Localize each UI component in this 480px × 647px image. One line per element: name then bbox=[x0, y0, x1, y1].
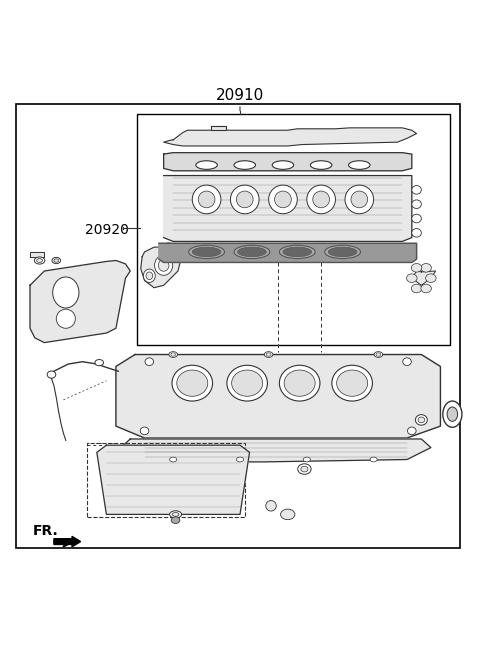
Ellipse shape bbox=[47, 371, 56, 378]
Ellipse shape bbox=[324, 245, 360, 259]
Ellipse shape bbox=[284, 370, 315, 396]
Ellipse shape bbox=[279, 245, 315, 259]
Ellipse shape bbox=[95, 360, 104, 366]
Bar bbox=[87, 443, 245, 517]
Ellipse shape bbox=[408, 427, 416, 435]
Ellipse shape bbox=[407, 274, 417, 283]
Polygon shape bbox=[30, 261, 130, 343]
Text: FR.: FR. bbox=[33, 524, 58, 538]
Ellipse shape bbox=[418, 417, 425, 422]
Ellipse shape bbox=[279, 366, 320, 401]
Ellipse shape bbox=[412, 214, 421, 223]
Ellipse shape bbox=[336, 370, 368, 396]
Ellipse shape bbox=[348, 160, 370, 170]
Ellipse shape bbox=[196, 160, 217, 170]
Ellipse shape bbox=[411, 263, 422, 272]
Ellipse shape bbox=[56, 309, 75, 328]
Ellipse shape bbox=[376, 353, 381, 356]
Polygon shape bbox=[164, 128, 417, 146]
Ellipse shape bbox=[172, 512, 179, 516]
Ellipse shape bbox=[415, 415, 427, 425]
Ellipse shape bbox=[34, 257, 45, 264]
Ellipse shape bbox=[230, 185, 259, 214]
Ellipse shape bbox=[158, 259, 169, 271]
Ellipse shape bbox=[421, 284, 432, 293]
Ellipse shape bbox=[412, 228, 421, 237]
Ellipse shape bbox=[232, 370, 263, 396]
Ellipse shape bbox=[264, 352, 273, 357]
Polygon shape bbox=[164, 153, 412, 171]
Ellipse shape bbox=[281, 509, 295, 520]
Ellipse shape bbox=[169, 457, 177, 462]
Ellipse shape bbox=[227, 366, 267, 401]
Ellipse shape bbox=[192, 247, 221, 257]
Ellipse shape bbox=[155, 256, 173, 276]
Ellipse shape bbox=[332, 366, 372, 401]
Ellipse shape bbox=[370, 457, 377, 462]
Bar bbox=[137, 113, 450, 345]
Text: 20920: 20920 bbox=[85, 223, 129, 237]
Polygon shape bbox=[97, 445, 250, 514]
FancyArrow shape bbox=[54, 536, 81, 547]
Ellipse shape bbox=[283, 247, 312, 257]
Polygon shape bbox=[120, 439, 431, 462]
Polygon shape bbox=[211, 126, 226, 130]
Polygon shape bbox=[159, 243, 417, 263]
Ellipse shape bbox=[301, 466, 308, 472]
Ellipse shape bbox=[238, 247, 266, 257]
Ellipse shape bbox=[145, 358, 154, 366]
Ellipse shape bbox=[298, 464, 311, 474]
Ellipse shape bbox=[272, 160, 294, 170]
Ellipse shape bbox=[421, 263, 432, 272]
Ellipse shape bbox=[447, 407, 457, 421]
Polygon shape bbox=[412, 271, 436, 285]
Ellipse shape bbox=[328, 247, 357, 257]
Ellipse shape bbox=[177, 370, 208, 396]
Ellipse shape bbox=[171, 353, 176, 356]
Ellipse shape bbox=[192, 185, 221, 214]
Ellipse shape bbox=[275, 191, 291, 208]
Ellipse shape bbox=[307, 185, 336, 214]
Ellipse shape bbox=[269, 185, 297, 214]
Ellipse shape bbox=[140, 427, 149, 435]
Ellipse shape bbox=[345, 185, 373, 214]
Polygon shape bbox=[116, 355, 441, 438]
Ellipse shape bbox=[403, 358, 411, 366]
Ellipse shape bbox=[237, 457, 243, 462]
Ellipse shape bbox=[374, 352, 383, 357]
Ellipse shape bbox=[52, 258, 60, 263]
Ellipse shape bbox=[54, 259, 59, 262]
Ellipse shape bbox=[266, 353, 271, 356]
Ellipse shape bbox=[36, 259, 42, 263]
Ellipse shape bbox=[189, 245, 225, 259]
Ellipse shape bbox=[171, 517, 180, 523]
Polygon shape bbox=[30, 252, 44, 257]
Ellipse shape bbox=[172, 366, 213, 401]
Ellipse shape bbox=[411, 284, 422, 293]
Ellipse shape bbox=[266, 501, 276, 511]
Ellipse shape bbox=[412, 186, 421, 194]
Ellipse shape bbox=[443, 401, 462, 427]
Polygon shape bbox=[164, 175, 412, 241]
Ellipse shape bbox=[53, 277, 79, 308]
Polygon shape bbox=[141, 247, 180, 288]
Ellipse shape bbox=[169, 352, 178, 357]
Ellipse shape bbox=[237, 191, 253, 208]
Ellipse shape bbox=[412, 200, 421, 208]
Ellipse shape bbox=[234, 160, 255, 170]
Ellipse shape bbox=[169, 511, 181, 518]
Ellipse shape bbox=[311, 160, 332, 170]
Ellipse shape bbox=[164, 243, 173, 252]
Ellipse shape bbox=[303, 457, 311, 462]
Ellipse shape bbox=[144, 269, 156, 283]
Ellipse shape bbox=[146, 272, 153, 280]
Ellipse shape bbox=[313, 191, 329, 208]
Text: 20910: 20910 bbox=[216, 87, 264, 102]
Ellipse shape bbox=[234, 245, 270, 259]
Ellipse shape bbox=[426, 274, 436, 283]
Ellipse shape bbox=[351, 191, 368, 208]
Ellipse shape bbox=[198, 191, 215, 208]
